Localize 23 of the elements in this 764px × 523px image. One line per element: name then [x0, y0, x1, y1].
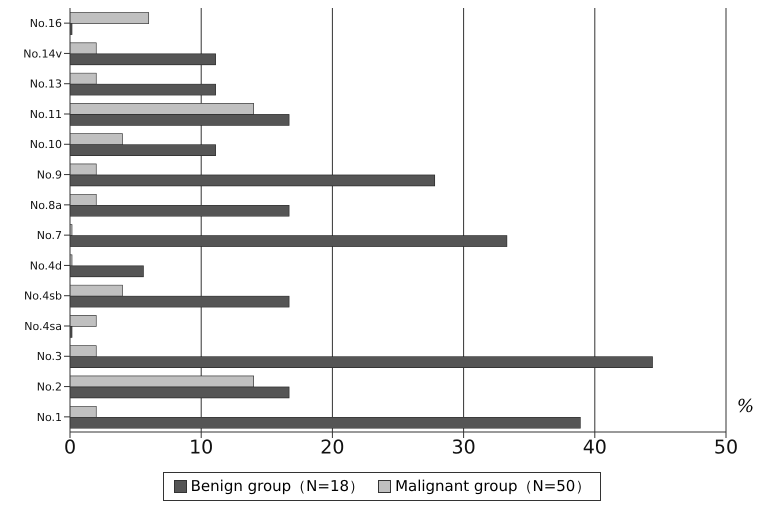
- y-tick-label: No.8a: [30, 198, 62, 212]
- x-tick-label: 40: [582, 436, 607, 458]
- y-tick-label: No.7: [36, 229, 62, 242]
- y-tick-label: No.14v: [23, 47, 62, 60]
- x-tick-label: 30: [452, 436, 476, 458]
- x-tick-label: 20: [320, 436, 344, 458]
- y-tick-label: No.1: [36, 410, 62, 424]
- y-tick-label: No.9: [36, 168, 62, 182]
- y-tick-label: No.13: [30, 78, 62, 91]
- legend-label: Benign group（N=18）: [190, 477, 364, 496]
- legend-label: Malignant group（N=50）: [394, 477, 590, 496]
- x-tick-label: 50: [714, 436, 738, 458]
- y-tick-label: No.4sb: [24, 290, 62, 303]
- y-tick-label: No.4d: [30, 259, 62, 272]
- y-tick-label: No.2: [36, 380, 62, 394]
- y-tick-label: No.11: [30, 108, 62, 121]
- y-tick-label: No.16: [30, 17, 62, 30]
- y-tick-label: No.10: [30, 138, 62, 152]
- x-axis-title: %: [736, 396, 754, 417]
- y-tick-label: No.4sa: [24, 320, 62, 333]
- x-tick-label: 0: [64, 436, 76, 458]
- y-tick-label: No.3: [36, 350, 62, 364]
- x-tick-label: 10: [189, 436, 214, 458]
